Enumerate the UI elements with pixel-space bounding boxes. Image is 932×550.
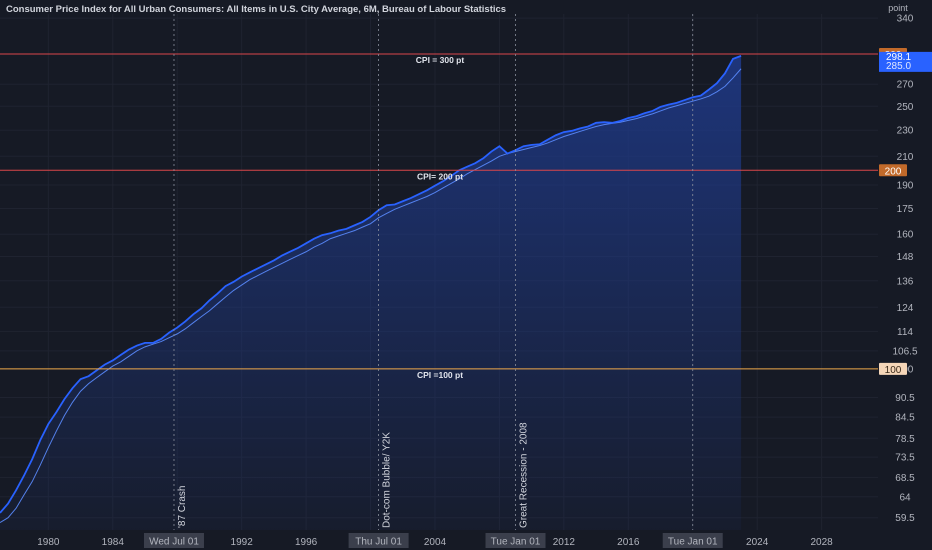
y-tick-label: 175 xyxy=(897,204,914,215)
event-label: Great Recession - 2008 xyxy=(519,422,530,528)
last-value-text: 298.1 xyxy=(886,52,911,63)
price-axis-unit: point xyxy=(888,3,908,13)
event-date-badge xyxy=(143,533,204,548)
vertical-events-layer: '87 Crash Dot-com Bubble/ Y2K Great Recess… xyxy=(173,14,694,530)
y-tick-label: 106.5 xyxy=(892,346,917,357)
x-tick-label: 1992 xyxy=(231,537,254,548)
ma-series-line xyxy=(0,68,742,523)
cpi-series-line xyxy=(0,55,742,514)
time-axis: 1980198419881992199620002004200820122016… xyxy=(37,533,833,548)
y-tick-label: 136 xyxy=(897,276,914,287)
event-date-badge xyxy=(662,533,723,548)
x-tick-label: 1980 xyxy=(37,537,60,548)
event-date-text: Tue Jan 01 xyxy=(491,537,541,548)
x-tick-label: 2012 xyxy=(553,537,576,548)
y-tick-label: 124 xyxy=(897,303,914,314)
event-date-badge xyxy=(485,533,546,548)
x-tick-label: 2016 xyxy=(617,537,640,548)
y-tick-label: 190 xyxy=(897,180,914,191)
y-tick-label: 340 xyxy=(897,14,914,25)
y-tick-label: 210 xyxy=(897,152,914,163)
x-tick-label: 1996 xyxy=(295,537,318,548)
y-tick-label: 68.5 xyxy=(895,473,915,484)
event-date-text: Thu Jul 01 xyxy=(355,537,402,548)
level-line-label: CPI =100 pt xyxy=(417,370,463,380)
y-tick-label: 114 xyxy=(897,327,913,338)
event-date-text: Wed Jul 01 xyxy=(149,537,199,548)
ma-last-value-text: 285.0 xyxy=(886,61,911,72)
cpi-area-fill xyxy=(0,55,742,531)
y-tick-label: 59.5 xyxy=(895,513,915,524)
chart-title: Consumer Price Index for All Urban Consu… xyxy=(6,4,507,15)
level-line-label: CPI = 300 pt xyxy=(416,55,465,65)
price-axis: 340 270 250 230 210 190 175 160 148 136 124 114 106.… xyxy=(879,3,932,524)
level-badge xyxy=(879,164,907,177)
level-line-label: CPI= 200 pt xyxy=(417,171,463,181)
level-badge-text: 200 xyxy=(885,166,902,177)
y-tick-label: 270 xyxy=(897,80,914,91)
event-label: Dot-com Bubble/ Y2K xyxy=(382,432,393,528)
event-date-text: Tue Jan 01 xyxy=(668,537,718,548)
series-layer xyxy=(0,55,742,531)
y-tick-label: 84.5 xyxy=(895,413,915,424)
last-value-badge xyxy=(879,51,932,72)
horizontal-lines-layer: CPI = 300 pt CPI= 200 pt CPI =100 pt xyxy=(0,53,878,380)
y-tick-label: 64 xyxy=(899,492,911,503)
x-tick-label: 2028 xyxy=(810,537,833,548)
level-badge-text: 100 xyxy=(885,365,902,376)
event-label: '87 Crash xyxy=(177,486,188,529)
x-tick-label: 2004 xyxy=(424,537,447,548)
x-tick-label: 1984 xyxy=(102,537,125,548)
level-badge xyxy=(879,362,907,375)
event-date-badge xyxy=(348,533,409,548)
x-tick-label: 2024 xyxy=(746,537,769,548)
y-tick-label: 160 xyxy=(897,230,914,241)
y-tick-label: 90.5 xyxy=(895,393,915,404)
y-tick-label: 78.5 xyxy=(895,434,915,445)
y-tick-label: 250 xyxy=(897,102,914,113)
y-tick-label: 73.5 xyxy=(895,453,915,464)
y-tick-label: 230 xyxy=(897,126,914,137)
y-tick-label: 148 xyxy=(897,252,914,263)
